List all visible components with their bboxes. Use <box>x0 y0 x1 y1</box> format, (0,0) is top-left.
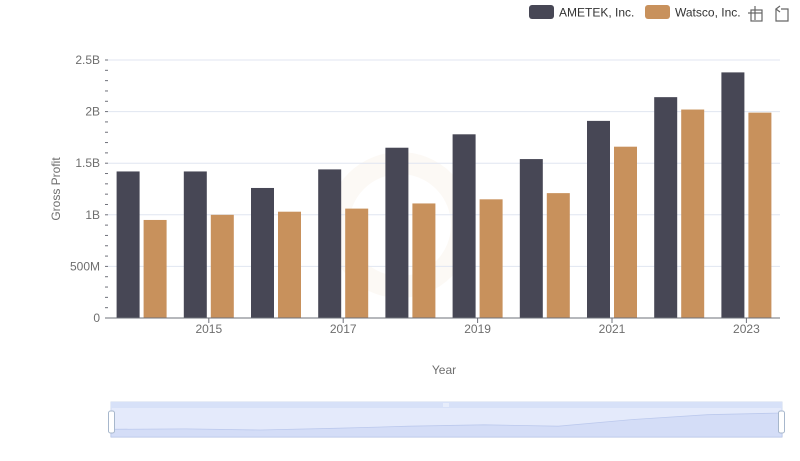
bar-watsco-2020[interactable] <box>546 193 570 318</box>
data-zoom-selection[interactable] <box>111 408 782 437</box>
y-tick-label: 1B <box>85 208 100 222</box>
x-tick-label: 2017 <box>330 322 357 336</box>
data-zoom-grip-icon <box>443 403 449 407</box>
y-tick-label: 1.5B <box>75 156 100 170</box>
data-zoom-top-bar[interactable] <box>111 402 782 408</box>
bar-ametek-2019[interactable] <box>452 134 476 318</box>
bar-watsco-2015[interactable] <box>210 214 234 318</box>
x-axis-title: Year <box>432 363 456 377</box>
zoom-icon[interactable] <box>748 6 763 22</box>
legend-label-watsco: Watsco, Inc. <box>675 6 741 20</box>
y-axis-minor-ticks <box>105 59 108 319</box>
bar-ametek-2021[interactable] <box>587 120 610 318</box>
bar-ametek-2015[interactable] <box>183 171 207 318</box>
x-tick-label: 2019 <box>464 322 491 336</box>
x-tick-label: 2021 <box>599 322 626 336</box>
data-zoom-handle-right[interactable] <box>778 410 785 434</box>
bar-ametek-2016[interactable] <box>251 187 274 318</box>
bar-ametek-2018[interactable] <box>385 147 409 318</box>
bar-ametek-2017[interactable] <box>318 169 342 318</box>
y-axis-title: Gross Profit <box>49 157 63 221</box>
bar-ametek-2014[interactable] <box>116 171 140 318</box>
x-tick-label: 2015 <box>195 322 222 336</box>
data-zoom-handle-left[interactable] <box>108 410 115 434</box>
x-axis-tick-labels: 2015 2017 2019 2021 2023 <box>195 322 760 336</box>
legend-item-watsco[interactable]: Watsco, Inc. <box>645 5 741 20</box>
legend-label-ametek: AMETEK, Inc. <box>559 6 634 20</box>
x-axis-ticks <box>208 318 747 323</box>
bar-watsco-2022[interactable] <box>681 109 705 318</box>
bar-ametek-2020[interactable] <box>519 159 543 318</box>
bar-watsco-2019[interactable] <box>479 199 503 318</box>
legend-item-ametek[interactable]: AMETEK, Inc. <box>529 5 634 20</box>
x-tick-label: 2023 <box>733 322 760 336</box>
bar-watsco-2014[interactable] <box>143 219 167 318</box>
y-tick-label: 0 <box>93 311 100 325</box>
bar-series[interactable] <box>116 72 772 319</box>
y-tick-label: 500M <box>70 259 100 273</box>
bar-watsco-2021[interactable] <box>614 146 637 318</box>
bar-ametek-2023[interactable] <box>721 72 745 318</box>
data-zoom-slider[interactable] <box>108 401 785 438</box>
grid-lines <box>108 59 780 267</box>
y-tick-label: 2B <box>85 105 100 119</box>
legend: AMETEK, Inc. Watsco, Inc. <box>529 5 741 20</box>
restore-icon[interactable] <box>775 5 789 22</box>
bar-watsco-2016[interactable] <box>278 211 301 318</box>
legend-swatch-watsco <box>645 5 670 19</box>
bar-watsco-2017[interactable] <box>345 208 369 318</box>
y-axis-tick-labels: 0 500M 1B 1.5B 2B 2.5B <box>70 53 100 325</box>
bar-watsco-2018[interactable] <box>412 203 436 318</box>
y-tick-label: 2.5B <box>75 53 100 67</box>
bar-watsco-2023[interactable] <box>748 112 772 319</box>
bar-ametek-2022[interactable] <box>654 97 678 318</box>
legend-swatch-ametek <box>529 5 554 19</box>
